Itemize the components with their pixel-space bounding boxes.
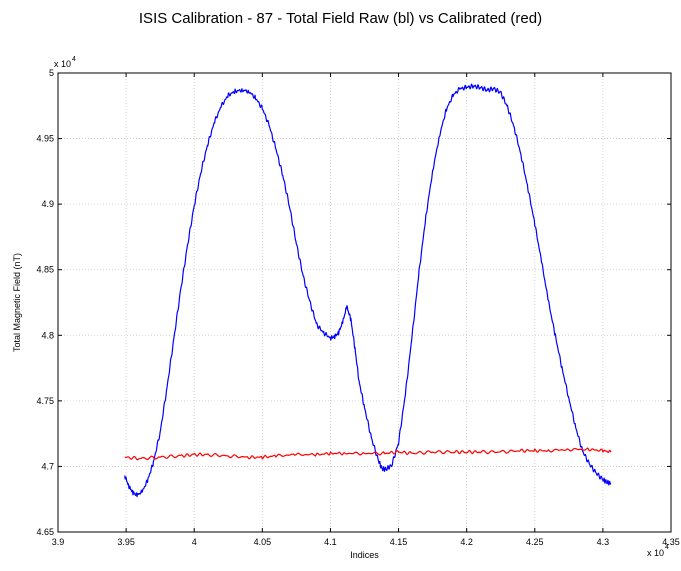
x-tick-label: 4.2	[460, 537, 473, 547]
y-tick-label: 4.8	[41, 330, 54, 340]
y-tick-label: 4.75	[36, 396, 54, 406]
series-line-raw	[124, 83, 612, 498]
x-tick-label: 3.9	[52, 537, 65, 547]
x-tick-label: 4.1	[324, 537, 337, 547]
x-exponent-label: x 10 4	[647, 544, 669, 558]
y-exponent-power: 4	[72, 56, 76, 63]
x-tick-label: 4.25	[526, 537, 544, 547]
y-exponent-base: x 10	[54, 59, 71, 69]
x-tick-label: 4.15	[390, 537, 408, 547]
x-tick-label: 4.35	[662, 537, 680, 547]
plot-frame	[57, 72, 672, 533]
y-tick-label: 4.7	[41, 461, 54, 471]
y-tick-label: 4.9	[41, 199, 54, 209]
y-tick-label: 4.85	[36, 265, 54, 275]
x-axis-label: Indices	[350, 550, 379, 560]
tick-marks	[57, 72, 672, 533]
series-layer	[124, 83, 612, 498]
grid-lines	[58, 73, 671, 532]
y-exponent-label: x 10 4	[54, 56, 76, 69]
x-exponent-power: 4	[665, 544, 669, 551]
y-tick-label: 4.65	[36, 527, 54, 537]
x-tick-label: 4.3	[597, 537, 610, 547]
y-tick-label: 4.95	[36, 134, 54, 144]
y-axis-label: Total Magnetic Field (nT)	[12, 253, 22, 352]
x-exponent-base: x 10	[647, 548, 664, 558]
x-tick-label: 3.95	[117, 537, 135, 547]
x-tick-label: 4	[192, 537, 197, 547]
series-line-calibrated	[124, 447, 612, 461]
chart-title: ISIS Calibration - 87 - Total Field Raw …	[138, 10, 543, 27]
x-tick-label: 4.05	[254, 537, 272, 547]
y-tick-label: 5	[49, 68, 54, 78]
